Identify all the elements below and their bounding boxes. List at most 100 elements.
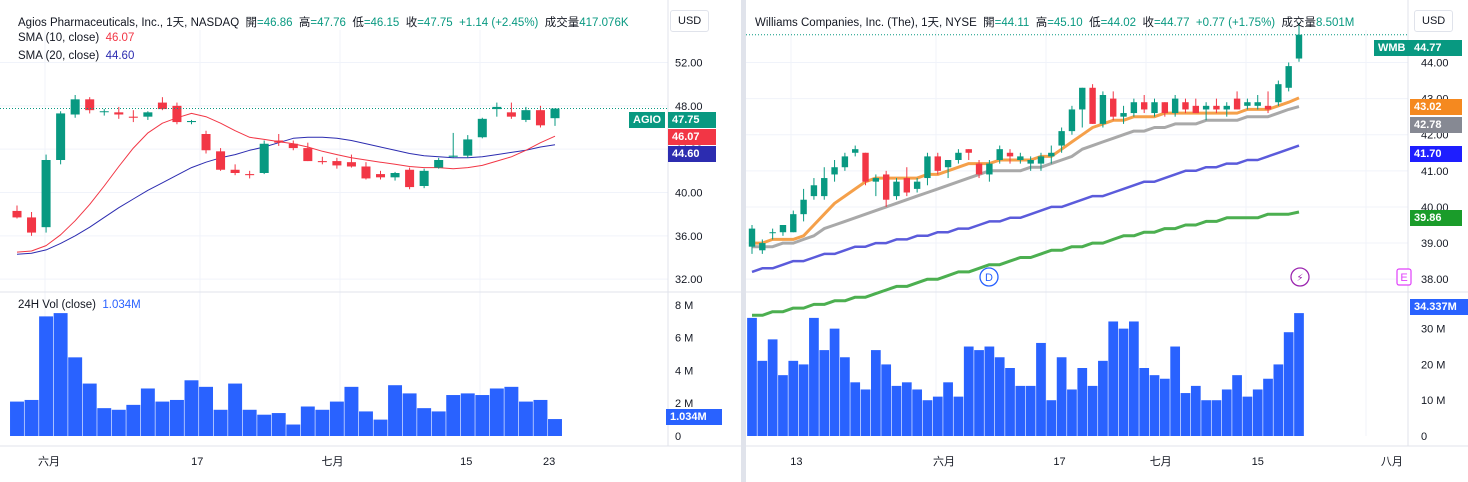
agio-volume-legend[interactable]: 24H Vol (close) 1.034M [18, 299, 141, 311]
volume-bar [431, 411, 446, 436]
candle-body [1213, 105, 1220, 110]
candle-body [1254, 102, 1261, 106]
volume-tick-label: 6 M [675, 333, 693, 345]
candle-body [779, 225, 787, 233]
volume-bar [402, 393, 417, 436]
agio-close-label: 收 [405, 17, 418, 29]
candle-body [1275, 84, 1282, 103]
volume-bar [329, 401, 344, 436]
candle-body [996, 149, 1003, 160]
volume-bar [963, 346, 974, 436]
volume-bar [1149, 375, 1160, 436]
agio-open-value: =46.86 [257, 17, 293, 29]
ma-blue-line [751, 144, 1300, 274]
candle-body [1027, 160, 1034, 164]
agio-symbol-name: Agios Pharmaceuticals, Inc., 1天, NASDAQ [18, 17, 240, 29]
agio-sma20-legend[interactable]: SMA (20, close) 44.60 [18, 50, 134, 62]
volume-bar [489, 388, 504, 436]
agio-sma10-label: SMA (10, close) [18, 32, 100, 44]
price-tick-label: 44.00 [1421, 58, 1449, 70]
candle-body [332, 161, 342, 166]
agio-volume-value: 417.076K [579, 17, 629, 29]
volume-bar [475, 395, 490, 436]
candle-body [893, 181, 900, 197]
agio-sma10-legend[interactable]: SMA (10, close) 46.07 [18, 32, 134, 44]
candle-body [1017, 156, 1024, 160]
time-tick-label: 17 [1053, 456, 1065, 468]
wmb-change-value: +0.77 (+1.75%) [1195, 17, 1276, 29]
candle-body [361, 166, 371, 179]
volume-bar [1129, 321, 1139, 436]
volume-bar [155, 401, 170, 436]
dividend-marker-label: D [985, 272, 993, 284]
candle-body [1161, 102, 1169, 114]
time-tick-label: 八月 [1381, 456, 1403, 468]
candle-body [882, 174, 890, 200]
volume-bar [1139, 368, 1150, 436]
candle-body [1264, 105, 1272, 110]
candle-body [1233, 98, 1241, 110]
volume-bar [184, 380, 199, 436]
volume-bar [881, 364, 892, 436]
wmb-ma-green-tag: 39.86 [1410, 210, 1462, 226]
candle-body [492, 106, 502, 110]
volume-bar [1242, 396, 1253, 436]
candle-body [872, 178, 880, 182]
agio-currency-button[interactable]: USD [670, 10, 710, 32]
volume-bar [1118, 328, 1129, 436]
candle-body [201, 134, 211, 151]
volume-bar [1180, 393, 1191, 436]
candle-body [230, 169, 240, 173]
candle-body [769, 232, 776, 234]
candle-body [85, 99, 95, 111]
price-tick-label: 39.00 [1421, 238, 1449, 250]
earnings-marker [1396, 268, 1412, 286]
agio-volume-tag: 1.034M [666, 409, 722, 425]
price-tick-label: 52.00 [675, 58, 703, 70]
candle-body [186, 121, 196, 123]
candle-body [27, 217, 37, 233]
volume-bar [819, 350, 830, 436]
volume-bar [97, 408, 112, 436]
volume-bar [1283, 332, 1294, 436]
volume-bar [1211, 400, 1222, 436]
candle-body [790, 214, 797, 233]
volume-tick-label: 0 [675, 431, 681, 443]
candle-body [831, 167, 838, 175]
candle-body [1089, 87, 1096, 124]
volume-bar [24, 399, 39, 436]
time-tick-label: 17 [191, 456, 203, 468]
agio-sma20-tag: 44.60 [668, 146, 716, 162]
volume-bar [140, 388, 155, 436]
candle-body [821, 178, 828, 197]
wmb-currency-button[interactable]: USD [1414, 10, 1454, 32]
volume-tick-label: 0 [1421, 431, 1427, 443]
wmb-chart-title: Williams Companies, Inc. (The), 1天, NYSE… [755, 14, 1354, 30]
volume-bar [1067, 389, 1077, 436]
candle-body [535, 110, 545, 126]
volume-bar [829, 328, 840, 436]
volume-bar [1108, 321, 1119, 436]
candle-body [841, 156, 849, 168]
volume-bar [126, 404, 141, 436]
volume-bar [359, 411, 373, 436]
time-tick-label: 23 [543, 456, 555, 468]
candle-body [1130, 102, 1138, 114]
candle-body [1285, 66, 1292, 88]
agio-high-value: =47.76 [310, 17, 346, 29]
time-tick-label: 六月 [933, 455, 955, 468]
time-tick-label: 六月 [38, 455, 60, 468]
volume-bar [1273, 364, 1284, 436]
candle-body [748, 228, 756, 247]
volume-bar [10, 401, 24, 436]
candle-body [114, 112, 124, 115]
candle-body [1171, 98, 1179, 114]
time-tick-label: 15 [460, 456, 472, 468]
volume-bar [1159, 378, 1170, 436]
candle-body [975, 163, 983, 175]
candle-body [157, 102, 167, 110]
